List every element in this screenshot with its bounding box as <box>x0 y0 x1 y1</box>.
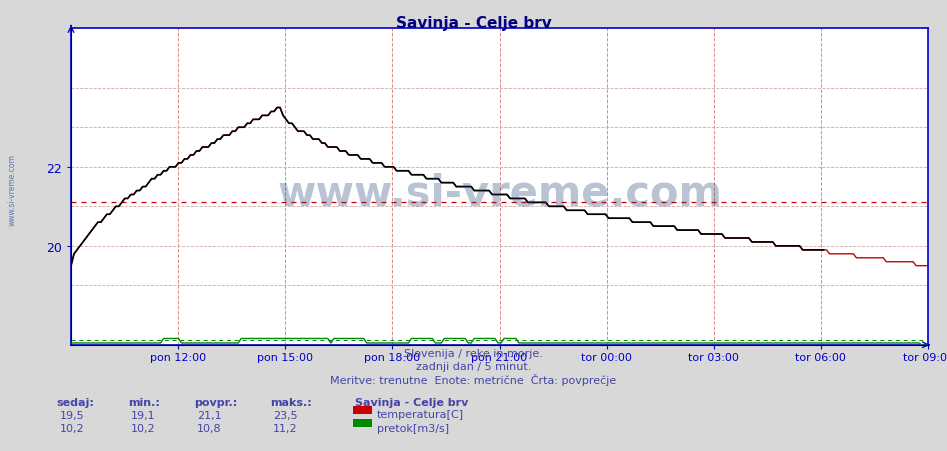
Text: povpr.:: povpr.: <box>194 397 238 407</box>
Text: temperatura[C]: temperatura[C] <box>377 410 464 419</box>
Text: Meritve: trenutne  Enote: metrične  Črta: povprečje: Meritve: trenutne Enote: metrične Črta: … <box>331 373 616 386</box>
Text: pretok[m3/s]: pretok[m3/s] <box>377 423 449 433</box>
Text: 11,2: 11,2 <box>273 423 297 433</box>
Text: Savinja - Celje brv: Savinja - Celje brv <box>396 16 551 31</box>
Text: 10,8: 10,8 <box>197 423 222 433</box>
Text: 10,2: 10,2 <box>131 423 155 433</box>
Text: Slovenija / reke in morje.: Slovenija / reke in morje. <box>404 348 543 358</box>
Text: Savinja - Celje brv: Savinja - Celje brv <box>355 397 469 407</box>
Text: 10,2: 10,2 <box>60 423 84 433</box>
Text: 19,1: 19,1 <box>131 410 155 420</box>
Text: www.si-vreme.com: www.si-vreme.com <box>8 153 17 226</box>
Text: zadnji dan / 5 minut.: zadnji dan / 5 minut. <box>416 361 531 371</box>
Text: 19,5: 19,5 <box>60 410 84 420</box>
Text: 23,5: 23,5 <box>273 410 297 420</box>
Text: sedaj:: sedaj: <box>57 397 95 407</box>
Text: www.si-vreme.com: www.si-vreme.com <box>277 173 722 214</box>
Text: 21,1: 21,1 <box>197 410 222 420</box>
Text: min.:: min.: <box>128 397 160 407</box>
Text: maks.:: maks.: <box>270 397 312 407</box>
